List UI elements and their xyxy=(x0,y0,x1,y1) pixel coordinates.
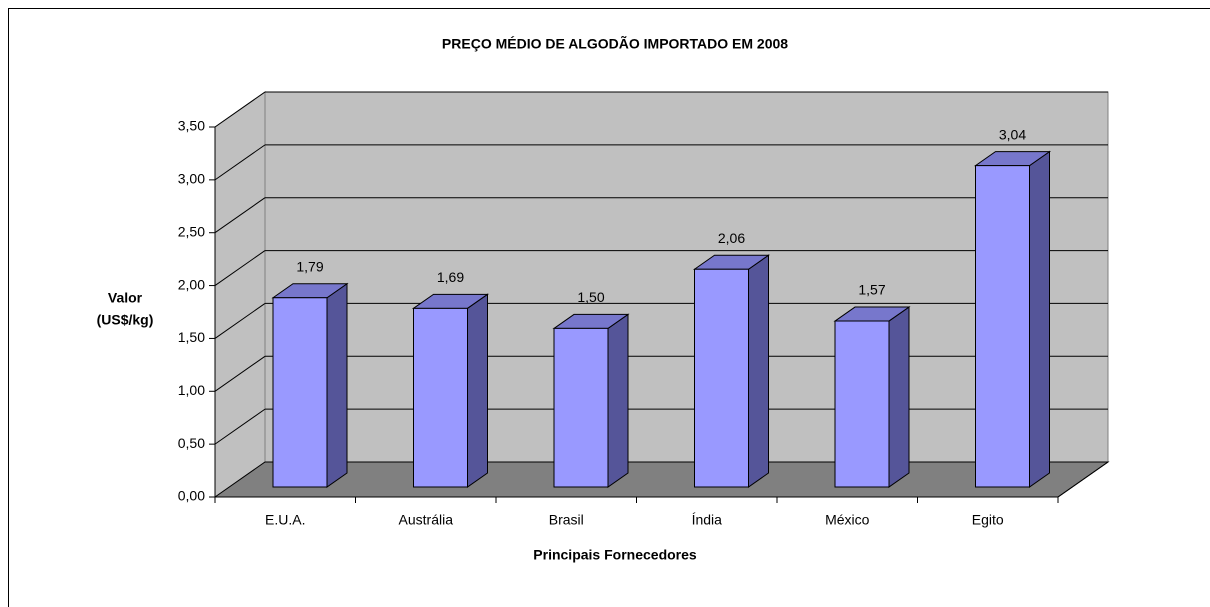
y-tick-label: 2,00 xyxy=(178,276,205,292)
bar xyxy=(271,282,349,488)
y-tick-label: 2,50 xyxy=(178,223,205,239)
y-tick-label: 3,50 xyxy=(178,118,205,134)
x-tick-label: Austrália xyxy=(399,512,454,528)
bar-side xyxy=(607,313,629,488)
y-tick-label: 0,50 xyxy=(178,435,205,451)
chart-title: PREÇO MÉDIO DE ALGODÃO IMPORTADO EM 2008 xyxy=(442,35,788,52)
side-wall xyxy=(214,91,266,498)
data-label: 1,57 xyxy=(858,282,885,298)
grid-line xyxy=(214,250,266,286)
bar-side xyxy=(888,306,910,488)
bar xyxy=(973,150,1052,488)
bar xyxy=(692,254,771,488)
bar-side xyxy=(467,293,488,488)
bar-front xyxy=(413,307,468,488)
bar xyxy=(411,293,490,488)
x-axis-depth xyxy=(1057,461,1109,498)
x-tick-label: Egito xyxy=(972,512,1004,528)
bar-front xyxy=(975,165,1030,488)
y-tick-label: 1,50 xyxy=(178,329,205,345)
floor xyxy=(213,461,1110,498)
x-tick-label: Brasil xyxy=(549,512,584,528)
bar-front xyxy=(694,268,749,488)
data-label: 1,50 xyxy=(577,289,604,305)
y-tick-label: 3,00 xyxy=(178,171,205,187)
x-tick-label: Índia xyxy=(692,512,723,528)
y-tick-label: 1,00 xyxy=(178,382,205,398)
bar-side xyxy=(748,254,769,488)
grid-line xyxy=(214,91,266,128)
x-axis-label: Principais Fornecedores xyxy=(533,547,697,563)
bar-front xyxy=(553,327,609,488)
y-tick-label: 0,00 xyxy=(178,488,205,504)
grid-line xyxy=(214,144,266,181)
bar xyxy=(552,313,630,488)
data-label: 2,06 xyxy=(718,230,745,246)
x-tick-label: E.U.A. xyxy=(265,512,305,528)
grid-line xyxy=(214,197,266,234)
bar xyxy=(833,306,911,488)
y-axis-label: (US$/kg) xyxy=(97,312,154,328)
grid-line xyxy=(214,408,266,445)
data-label: 3,04 xyxy=(999,126,1026,142)
bar-side xyxy=(1029,150,1050,488)
bar-front xyxy=(834,320,890,488)
grid-line xyxy=(214,355,266,392)
data-label: 1,79 xyxy=(296,258,323,274)
x-tick-label: México xyxy=(825,512,870,528)
y-axis-label: Valor xyxy=(108,290,143,306)
bar-side xyxy=(326,282,348,488)
grid-line xyxy=(214,303,266,339)
data-label: 1,69 xyxy=(437,269,464,285)
bar-front xyxy=(272,297,328,488)
